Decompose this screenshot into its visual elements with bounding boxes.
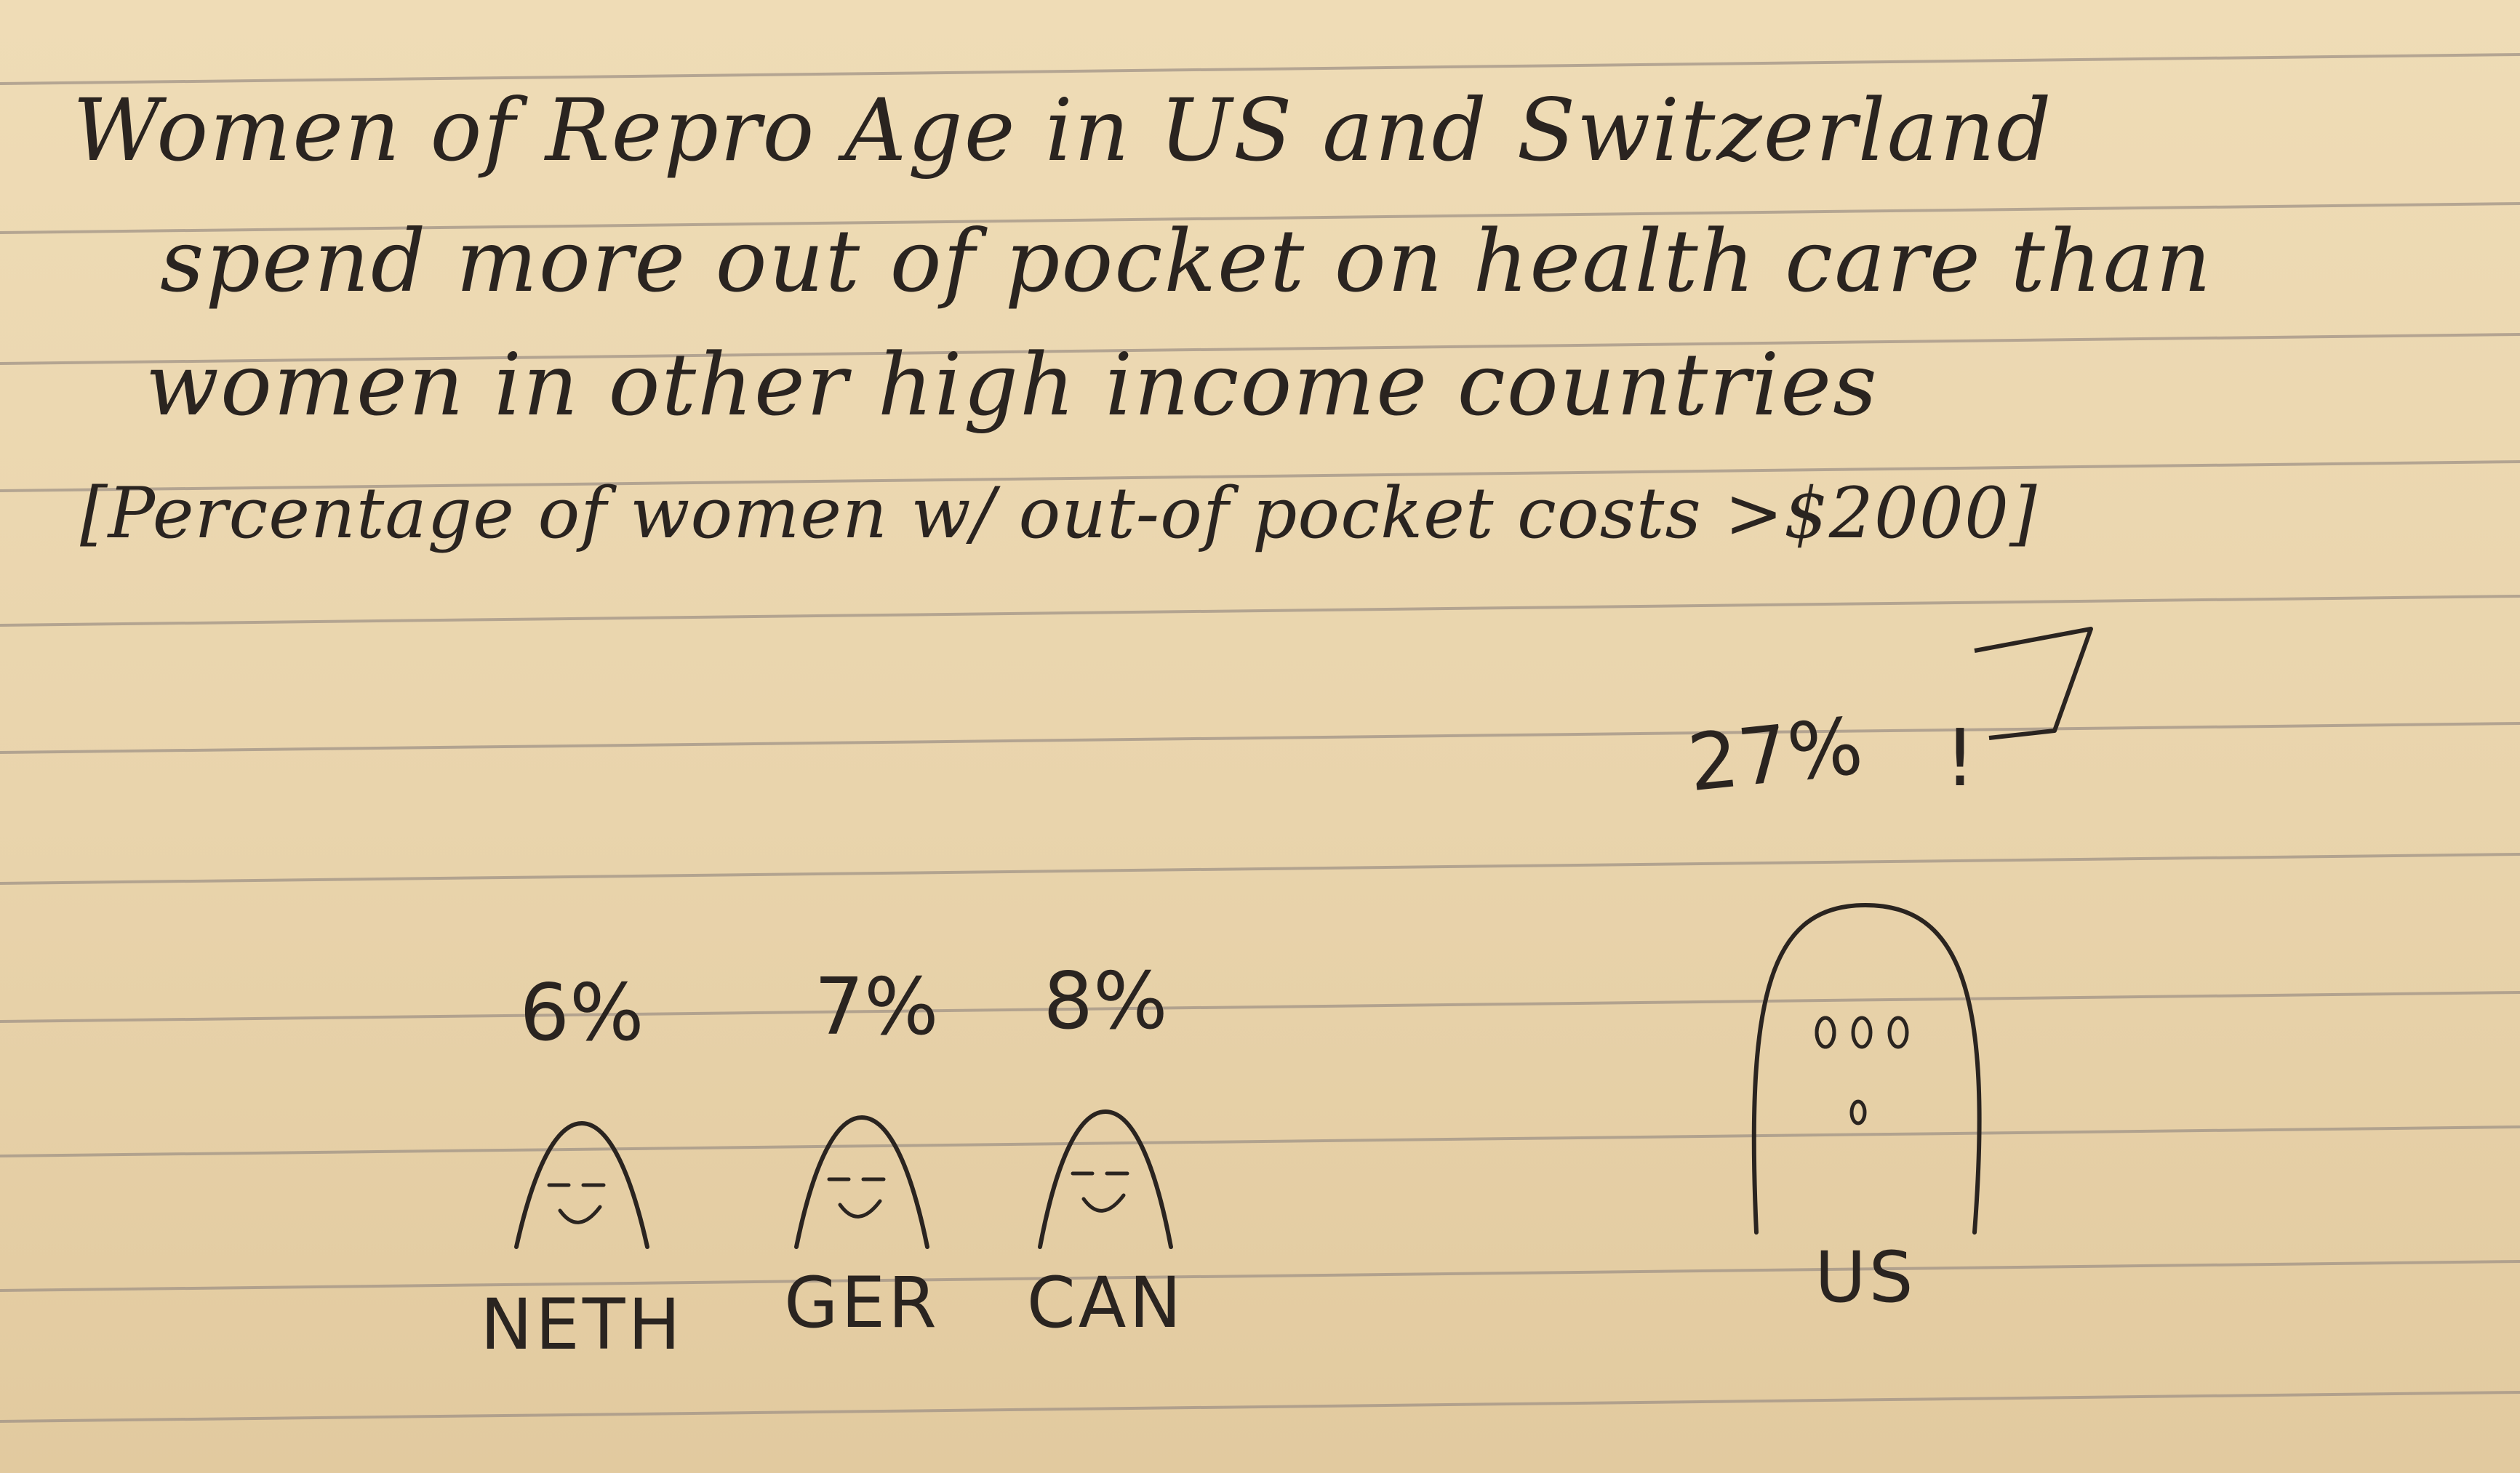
title-line-3: women in other high income countries xyxy=(145,334,1879,435)
value-label-neth: 6% xyxy=(519,968,644,1059)
eye xyxy=(1887,1016,1909,1049)
face-outline xyxy=(514,1120,649,1249)
eye xyxy=(1815,1016,1836,1049)
eye xyxy=(1851,1016,1873,1049)
smile xyxy=(838,1199,882,1219)
category-label-us: US xyxy=(1815,1237,1916,1318)
rule-line xyxy=(0,595,2520,627)
category-label-can: CAN xyxy=(1027,1262,1185,1344)
face-outline xyxy=(1038,1109,1173,1249)
exclamation-mark: ! xyxy=(1944,713,1975,804)
value-label-us: 27% xyxy=(1684,701,1867,809)
chart-subtitle: [Percentage of women w/ out-of pocket co… xyxy=(80,473,2038,554)
face-mark-can xyxy=(1038,1109,1173,1249)
face-outline xyxy=(1751,902,1982,1235)
rule-line xyxy=(0,722,2520,754)
category-label-ger: GER xyxy=(784,1262,940,1344)
rule-line xyxy=(0,1260,2520,1292)
smile xyxy=(558,1205,602,1224)
face-mark-ger xyxy=(794,1115,929,1249)
value-label-can: 8% xyxy=(1043,956,1167,1047)
flag-doodle xyxy=(1974,627,2093,740)
title-line-2: spend more out of pocket on health care … xyxy=(160,211,2213,311)
category-label-neth: NETH xyxy=(480,1284,683,1365)
mouth xyxy=(1849,1099,1867,1125)
face-mark-us xyxy=(1751,902,1982,1235)
rule-line xyxy=(0,333,2520,365)
rule-line xyxy=(0,460,2520,492)
rule-line xyxy=(0,1391,2520,1423)
face-outline xyxy=(794,1115,929,1249)
rule-line xyxy=(0,991,2520,1023)
smile xyxy=(1081,1193,1126,1213)
face-mark-neth xyxy=(514,1120,649,1249)
value-label-ger: 7% xyxy=(814,962,938,1053)
rule-line xyxy=(0,53,2520,85)
rule-line xyxy=(0,853,2520,885)
title-line-1: Women of Repro Age in US and Switzerland xyxy=(73,80,2053,180)
rule-line xyxy=(0,1125,2520,1157)
rule-line xyxy=(0,202,2520,234)
